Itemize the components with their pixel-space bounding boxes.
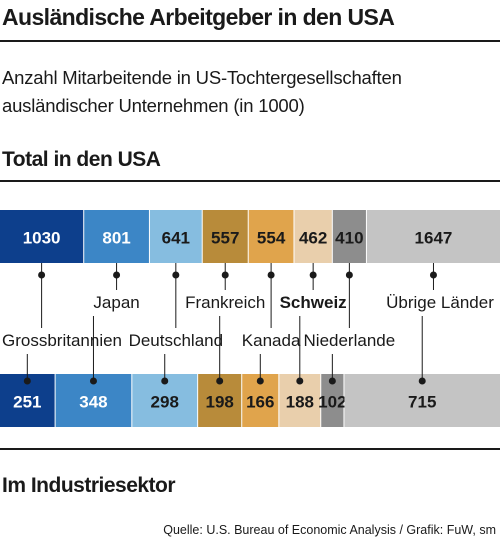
bar-total-4 [248, 210, 294, 263]
data-label-industry-3: 198 [206, 393, 234, 412]
category-label-5: Schweiz [280, 293, 347, 312]
bar-industry-6 [321, 374, 344, 427]
data-label-industry-6: 102 [318, 393, 346, 412]
data-label-total-5: 462 [299, 229, 327, 248]
bar-total-2 [149, 210, 202, 263]
data-label-industry-2: 298 [151, 393, 179, 412]
data-label-total-3: 557 [211, 229, 239, 248]
subtitle-line-1: Anzahl Mitarbeitende in US-Tochtergesell… [2, 67, 402, 88]
connector-dot-top-2 [172, 271, 180, 279]
bar-total-5 [294, 210, 332, 263]
connector-dot-top-0 [38, 271, 46, 279]
connector-dot-bottom-1 [89, 377, 97, 385]
data-label-total-4: 554 [257, 229, 286, 248]
data-label-industry-0: 251 [13, 393, 41, 412]
data-label-total-1: 801 [102, 229, 130, 248]
chart-subtitle: Anzahl Mitarbeitende in US-Tochtergesell… [2, 64, 498, 120]
category-label-6: Niederlande [304, 331, 396, 350]
chart-title: Ausländische Arbeitgeber in den USA [2, 4, 395, 30]
stacked-bar-chart: 1030 801 641 557 554 462 410 1647 251 348 298 198 16… [0, 210, 500, 427]
category-label-7: Übrige Länder [386, 293, 494, 312]
data-label-industry-5: 188 [286, 393, 314, 412]
bar-total-7 [366, 210, 500, 263]
category-label-0: Grossbritannien [2, 331, 122, 350]
series-label-total: Total in den USA [2, 148, 161, 171]
series-label-industry: Im Industriesektor [2, 474, 176, 497]
data-label-total-2: 641 [162, 229, 190, 248]
connector-dot-bottom-2 [161, 377, 169, 385]
connector-dot-top-3 [221, 271, 229, 279]
section-rule-top [0, 180, 500, 182]
category-label-4: Kanada [242, 331, 301, 350]
connector-dot-bottom-5 [296, 377, 304, 385]
section-rule-bottom [0, 448, 500, 450]
bar-total-0 [0, 210, 84, 263]
connector-dot-bottom-6 [328, 377, 336, 385]
category-label-1: Japan [93, 293, 139, 312]
connector-dot-top-5 [309, 271, 317, 279]
connector-dot-bottom-0 [23, 377, 31, 385]
connector-dot-top-6 [345, 271, 353, 279]
category-label-2: Deutschland [129, 331, 224, 350]
connector-dot-bottom-4 [256, 377, 264, 385]
subtitle-line-2: ausländischer Unternehmen (in 1000) [2, 95, 305, 116]
data-label-total-6: 410 [335, 229, 363, 248]
data-label-industry-1: 348 [79, 393, 107, 412]
connector-dot-bottom-7 [418, 377, 426, 385]
bar-total-3 [202, 210, 248, 263]
data-label-industry-4: 166 [246, 393, 274, 412]
connector-dot-top-4 [267, 271, 275, 279]
data-label-total-7: 1647 [415, 229, 453, 248]
data-label-industry-7: 715 [408, 393, 436, 412]
source-note: Quelle: U.S. Bureau of Economic Analysis… [163, 523, 496, 537]
category-label-3: Frankreich [185, 293, 265, 312]
data-label-total-0: 1030 [23, 229, 61, 248]
title-rule [0, 40, 500, 42]
bar-total-1 [84, 210, 149, 263]
connector-dot-bottom-3 [216, 377, 224, 385]
connector-dot-top-1 [113, 271, 121, 279]
bar-total-6 [332, 210, 366, 263]
connector-dot-top-7 [429, 271, 437, 279]
